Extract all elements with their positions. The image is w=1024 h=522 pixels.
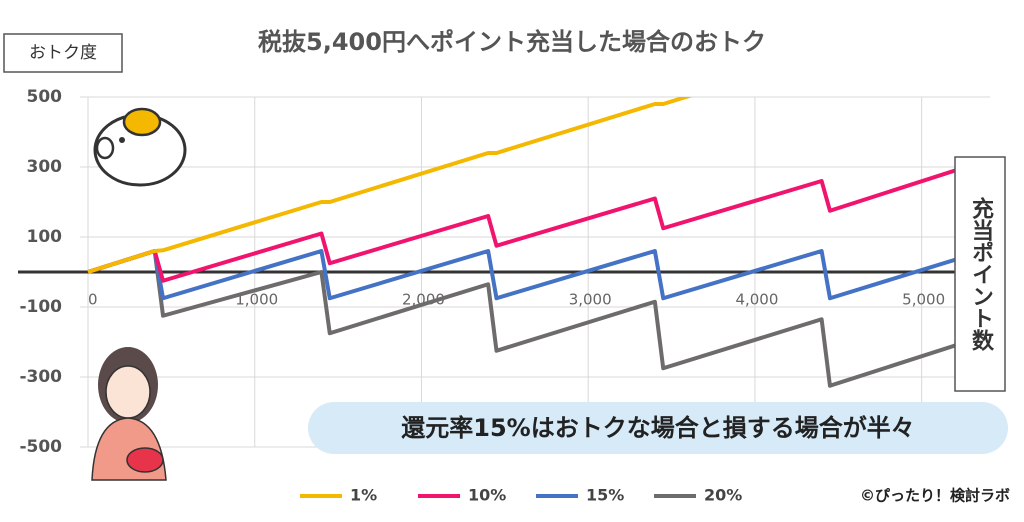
- x-tick-label: 3,000: [569, 291, 612, 309]
- legend-label: 1%: [350, 486, 377, 505]
- series-line: [87, 168, 955, 283]
- series-line: [87, 97, 693, 274]
- pig-icon: [93, 107, 187, 187]
- x-tick-label: 2,000: [402, 291, 445, 309]
- x-tick-label: 0: [88, 291, 98, 309]
- lines: [87, 97, 955, 388]
- chart-title: 税抜5,400円へポイント充当した場合のおトク: [258, 28, 766, 56]
- annotation: 還元率15%はおトクな場合と損する場合が半々: [401, 414, 914, 442]
- legend-label: 20%: [704, 486, 742, 505]
- x-label-box: [954, 156, 1006, 392]
- y-tick-label: -300: [19, 367, 62, 387]
- series-line: [87, 249, 955, 388]
- x-tick-label: 4,000: [735, 291, 778, 309]
- x-tick-label: 1,000: [235, 291, 278, 309]
- x-tick-label: 5,000: [902, 291, 945, 309]
- legend: 1% 10% 15% 20%: [300, 486, 742, 505]
- x-label: 充当ポイント数: [968, 196, 994, 352]
- y-tick-label: 500: [27, 87, 63, 107]
- y-label-box: [3, 33, 123, 73]
- y-tick-label: -500: [19, 437, 62, 457]
- y-tick-label: 300: [27, 157, 63, 177]
- credit: ©ぴったり！検討ラボ: [860, 487, 1010, 505]
- y-label: おトク度: [29, 43, 97, 63]
- annotation-box: [308, 402, 1008, 454]
- y-tick-label: -100: [19, 297, 62, 317]
- person-icon: [91, 347, 167, 481]
- series-line: [87, 249, 955, 301]
- legend-label: 10%: [468, 486, 506, 505]
- legend-label: 15%: [586, 486, 624, 505]
- y-tick-label: 100: [27, 227, 63, 247]
